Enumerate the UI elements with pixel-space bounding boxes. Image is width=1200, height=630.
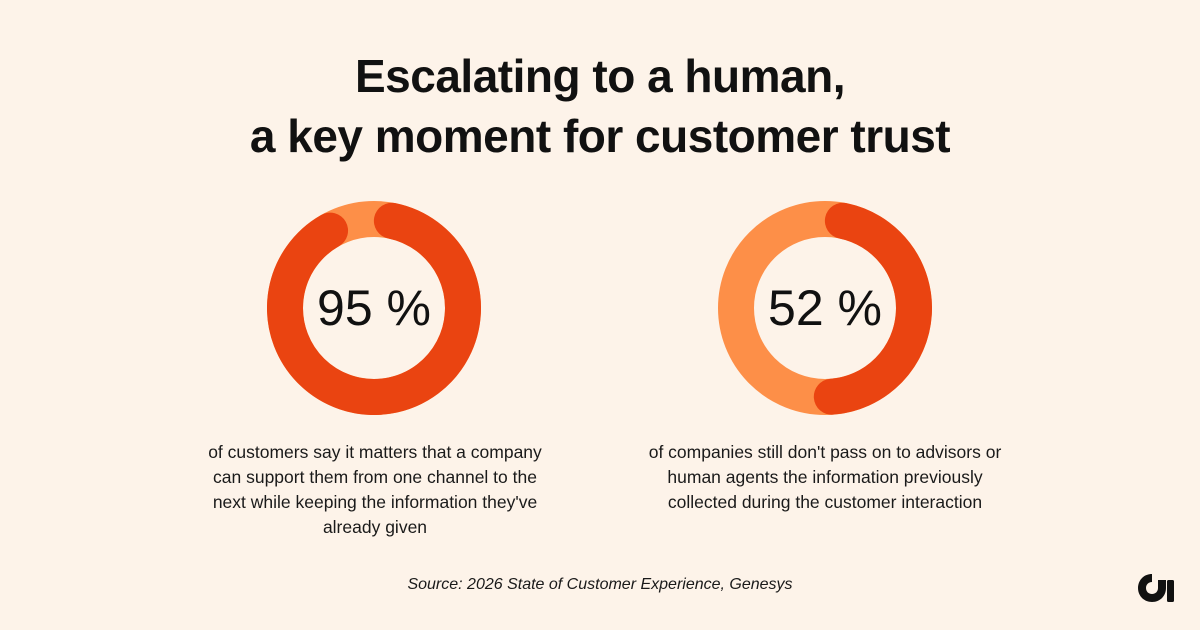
donut-1-caption: of customers say it matters that a compa… — [208, 442, 542, 537]
source-note: Source: 2026 State of Customer Experienc… — [407, 576, 793, 593]
title-line-1: Escalating to a human, — [355, 50, 846, 102]
donut-svg-1 — [267, 201, 481, 415]
donut-chart-1: 95 % — [267, 201, 481, 415]
donut-1-value-arc — [267, 202, 481, 415]
donut-1-value-label: 95 % — [317, 280, 431, 336]
title-line-2: a key moment for customer trust — [249, 110, 951, 162]
donut-svg-2 — [718, 201, 932, 415]
page-title: Escalating to a human, a key moment for … — [0, 46, 1200, 166]
donut-2-value-arc — [813, 202, 932, 415]
donut-2-value-label: 52 % — [768, 280, 882, 336]
donut-chart-2: 52 % — [718, 201, 932, 415]
donut-2-caption: of companies still don't pass on to advi… — [648, 442, 1002, 512]
brand-logo-icon — [1138, 574, 1174, 602]
